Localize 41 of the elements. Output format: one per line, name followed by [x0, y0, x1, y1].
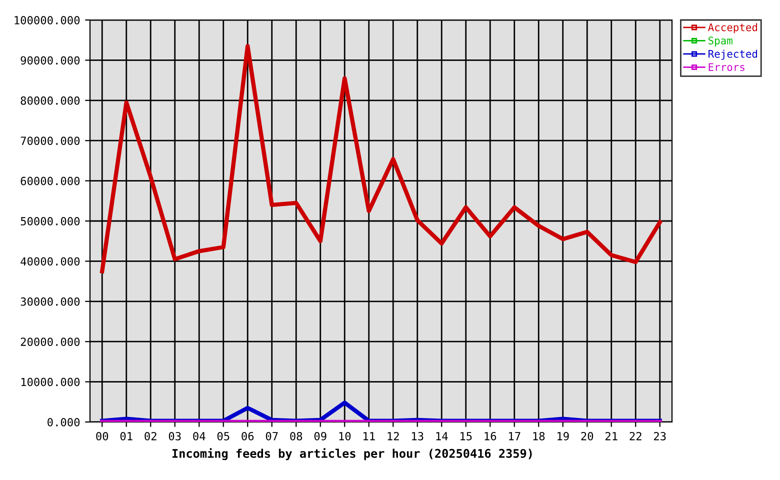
y-tick-label: 40000.000 [20, 257, 80, 266]
line-series [100, 44, 662, 274]
legend-label: Rejected [708, 50, 758, 60]
x-tick-label: 03 [168, 432, 181, 440]
y-tick-label: 0.000 [48, 418, 80, 426]
x-tick-label: 02 [144, 432, 156, 440]
y-tick-label: 60000.000 [20, 176, 80, 186]
y-tick-label: 50000.000 [20, 217, 80, 226]
x-tick-label: 19 [558, 432, 569, 440]
y-tick-label: 80000.000 [20, 96, 80, 105]
x-tick-label: 13 [412, 432, 424, 440]
x-tick-label: 20 [581, 432, 594, 440]
x-tick-label: 09 [314, 432, 326, 440]
y-tick-label: 100000.000 [14, 16, 80, 24]
legend-label: Spam [708, 36, 732, 47]
x-tick-label: 01 [120, 432, 132, 440]
x-tick-label: 16 [484, 432, 496, 440]
x-tick-label: 12 [388, 432, 399, 440]
x-tick-label: 17 [509, 432, 520, 440]
y-tick-label: 90000.000 [20, 56, 80, 65]
x-tick-label: 04 [193, 432, 206, 440]
x-tick-label: 15 [460, 432, 472, 440]
x-tick-label: 18 [533, 432, 545, 440]
x-tick-label: 14 [436, 432, 448, 440]
x-tick-label: 11 [364, 432, 375, 440]
x-tick-label: 22 [630, 432, 642, 440]
x-tick-label: 00 [96, 432, 108, 440]
x-tick-label: 08 [290, 432, 302, 440]
x-tick-label: 10 [339, 432, 351, 440]
y-tick-label: 20000.000 [20, 338, 80, 346]
legend-label: Errors [708, 63, 744, 72]
y-tick-label: 10000.000 [21, 378, 80, 386]
legend-label: Accepted [708, 23, 758, 34]
x-tick-label: 06 [242, 432, 254, 440]
y-tick-label: 30000.000 [20, 297, 80, 306]
x-tick-label: 05 [217, 432, 230, 440]
x-axis-title: Incoming feeds by articles per hour (20250416 2359) [172, 448, 532, 460]
y-tick-label: 70000.000 [20, 136, 80, 146]
x-tick-label: 23 [654, 432, 666, 440]
x-tick-label: 21 [606, 432, 618, 440]
x-tick-label: 07 [266, 432, 278, 440]
